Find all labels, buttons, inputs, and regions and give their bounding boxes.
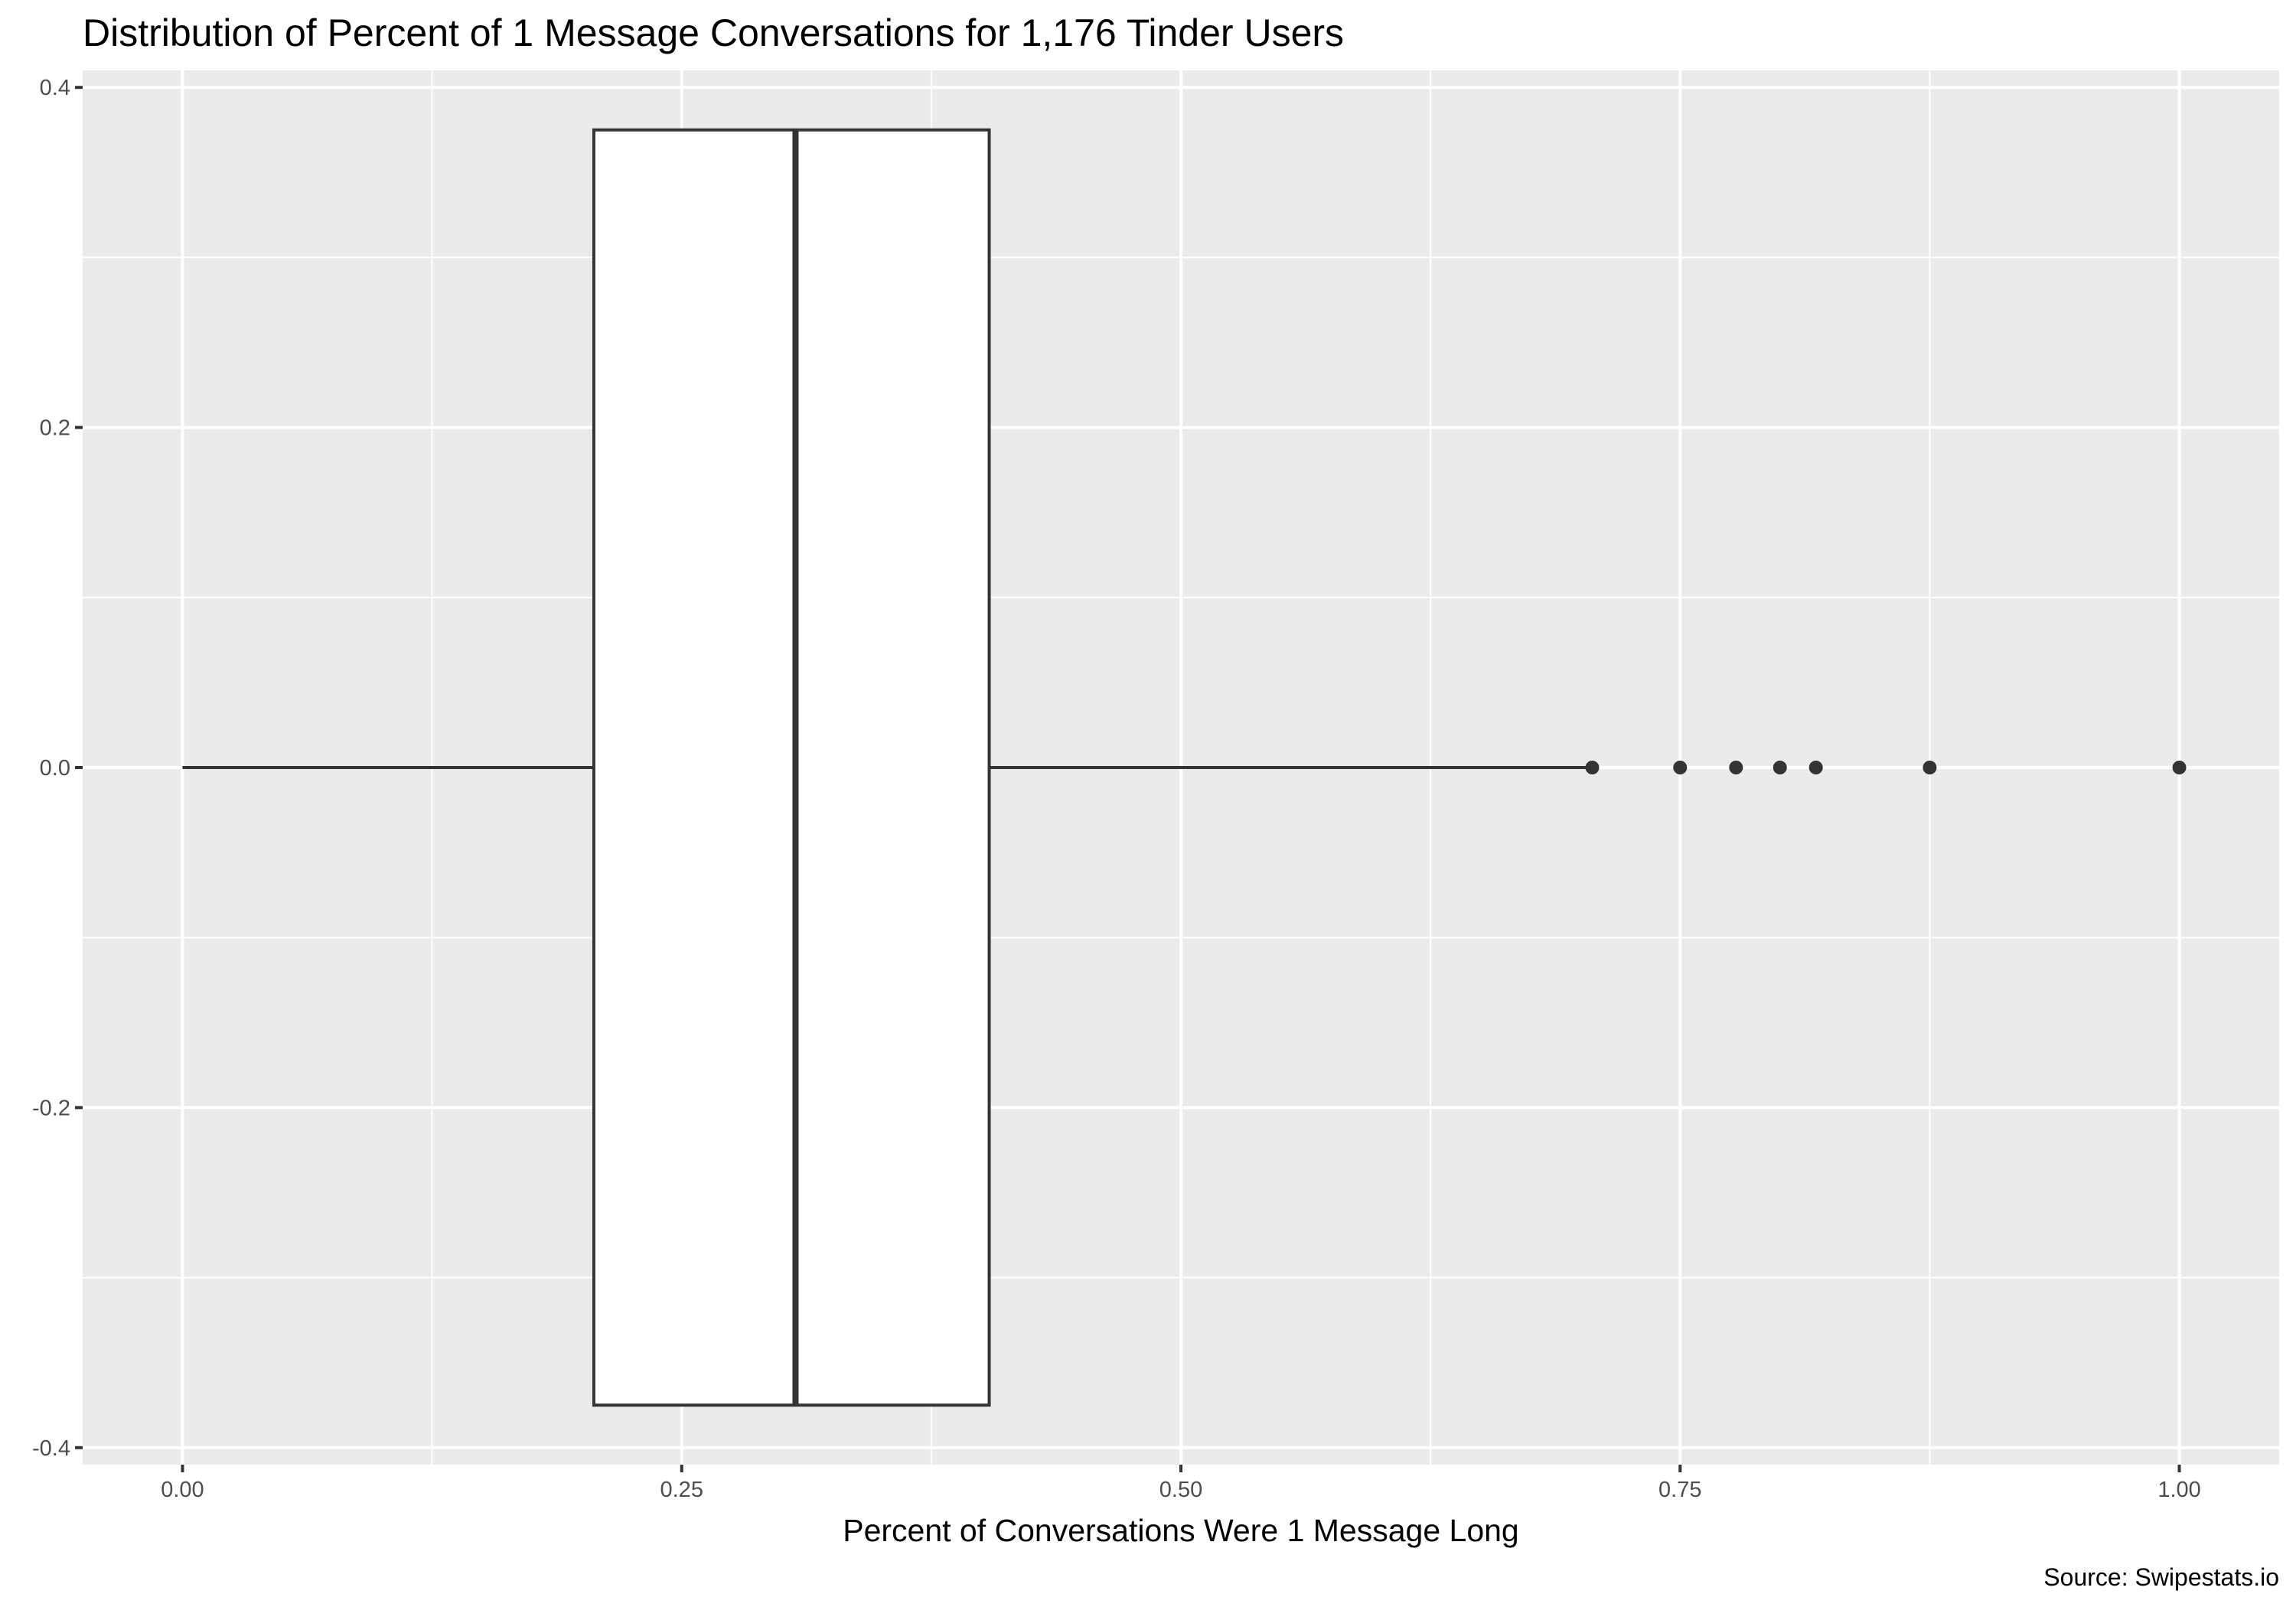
y-tick-label: 0.2: [40, 416, 70, 441]
chart-caption: Source: Swipestats.io: [2043, 1563, 2279, 1591]
outlier-point: [2172, 761, 2187, 774]
x-axis-title: Percent of Conversations Were 1 Message …: [843, 1513, 1519, 1548]
outlier-point: [1673, 761, 1688, 774]
outlier-point: [1923, 761, 1937, 774]
y-axis: 0.4 0.2 0.0 -0.2 -0.4: [32, 76, 83, 1461]
outlier-point: [1729, 761, 1743, 774]
outlier-point: [1808, 761, 1823, 774]
y-tick-label: 0.0: [40, 756, 70, 781]
x-axis: 0.00 0.25 0.50 0.75 1.00: [161, 1465, 2201, 1502]
x-tick-label: 1.00: [2157, 1478, 2200, 1502]
interquartile-box: [592, 128, 991, 1407]
x-tick-label: 0.25: [660, 1478, 703, 1502]
y-tick-label: -0.2: [32, 1096, 70, 1120]
boxplot-marks: [182, 128, 2187, 1407]
y-tick-label: -0.4: [32, 1436, 70, 1461]
x-tick-label: 0.00: [161, 1478, 204, 1502]
x-tick-label: 0.50: [1159, 1478, 1202, 1502]
x-tick-label: 0.75: [1658, 1478, 1701, 1502]
chart-title: Distribution of Percent of 1 Message Con…: [83, 11, 1344, 54]
y-tick-label: 0.4: [40, 76, 70, 100]
outlier-point: [1773, 761, 1787, 774]
outlier-point: [1585, 761, 1600, 774]
